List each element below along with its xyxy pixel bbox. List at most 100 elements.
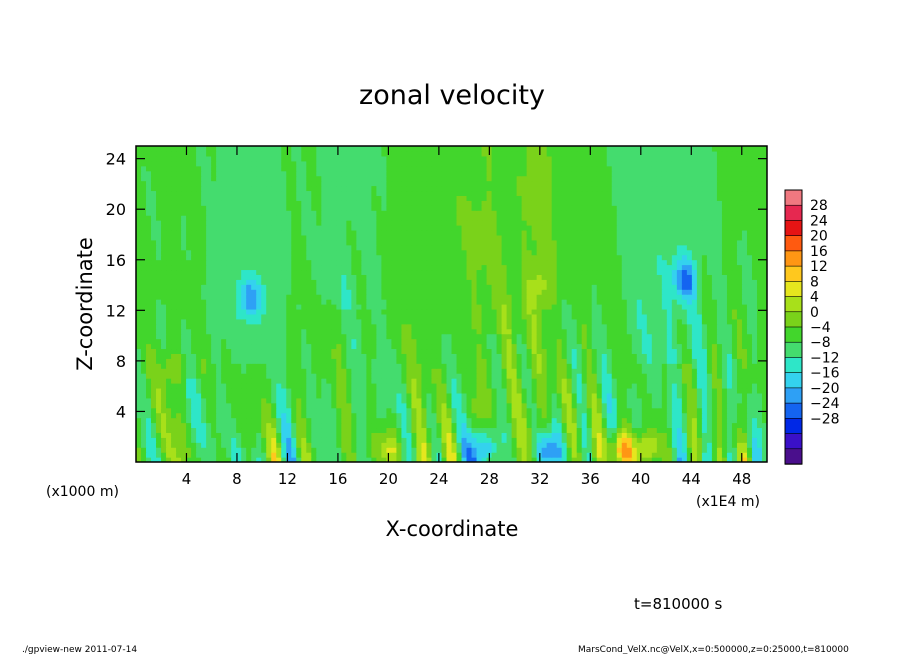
heatmap-cell: [251, 333, 257, 340]
heatmap-cell: [621, 422, 628, 429]
heatmap-cell: [196, 397, 202, 404]
heatmap-cell: [146, 432, 152, 438]
heatmap-cell: [321, 328, 327, 335]
heatmap-cell: [686, 447, 693, 453]
heatmap-cell: [381, 279, 387, 285]
heatmap-cell: [301, 338, 307, 345]
heatmap-cell: [176, 313, 182, 320]
heatmap-cell: [196, 358, 202, 364]
heatmap-cell: [656, 274, 663, 280]
heatmap-cell: [576, 407, 583, 414]
heatmap-cell: [326, 412, 332, 419]
heatmap-cell: [506, 289, 513, 295]
heatmap-cell: [631, 387, 638, 394]
heatmap-cell: [151, 269, 157, 275]
heatmap-cell: [366, 437, 372, 443]
heatmap-cell: [506, 299, 513, 305]
heatmap-cell: [356, 412, 362, 419]
heatmap-cell: [601, 294, 608, 300]
heatmap-cell: [461, 442, 468, 448]
heatmap-cell: [606, 304, 613, 310]
heatmap-cell: [416, 422, 423, 429]
heatmap-cell: [696, 333, 703, 340]
heatmap-cell: [536, 363, 543, 369]
heatmap-cell: [331, 368, 337, 374]
heatmap-cell: [331, 308, 337, 315]
heatmap-cell: [191, 313, 197, 320]
heatmap-cell: [686, 343, 693, 350]
heatmap-cell: [556, 304, 563, 310]
heatmap-cell: [666, 304, 673, 310]
heatmap-cell: [281, 407, 287, 414]
heatmap-cell: [491, 328, 498, 335]
heatmap-cell: [491, 338, 498, 345]
heatmap-cell: [676, 392, 683, 399]
heatmap-cell: [761, 432, 767, 438]
heatmap-cell: [536, 373, 543, 379]
heatmap-cell: [581, 452, 588, 458]
heatmap-cell: [741, 368, 748, 374]
heatmap-cell: [536, 432, 543, 438]
heatmap-cell: [641, 387, 648, 394]
heatmap-cell: [216, 333, 222, 340]
heatmap-cell: [496, 373, 503, 379]
heatmap-cell: [371, 353, 377, 359]
heatmap-cell: [681, 328, 688, 335]
heatmap-cell: [171, 353, 177, 359]
heatmap-cell: [586, 274, 593, 280]
heatmap-cell: [251, 264, 257, 271]
heatmap-cell: [536, 338, 543, 345]
heatmap-cell: [471, 308, 478, 315]
heatmap-cell: [336, 422, 342, 429]
heatmap-cell: [546, 333, 553, 340]
heatmap-cell: [746, 378, 753, 384]
heatmap-cell: [751, 383, 758, 389]
heatmap-cell: [196, 338, 202, 345]
heatmap-cell: [191, 264, 197, 271]
heatmap-cell: [181, 264, 187, 271]
heatmap-cell: [466, 353, 473, 359]
heatmap-cell: [696, 269, 703, 275]
heatmap-cell: [316, 358, 322, 364]
heatmap-cell: [691, 392, 698, 399]
heatmap-cell: [161, 432, 167, 438]
heatmap-cell: [171, 412, 177, 419]
heatmap-cell: [536, 328, 543, 335]
heatmap-cell: [601, 308, 608, 315]
heatmap-cell: [231, 402, 237, 409]
heatmap-cell: [176, 328, 182, 335]
heatmap-cell: [601, 299, 608, 305]
heatmap-cell: [656, 284, 663, 290]
heatmap-cell: [276, 289, 282, 295]
heatmap-cell: [626, 318, 633, 325]
heatmap-cell: [136, 264, 142, 271]
heatmap-cell: [756, 274, 763, 280]
heatmap-cell: [626, 387, 633, 394]
heatmap-cell: [136, 387, 142, 394]
heatmap-cell: [481, 323, 488, 330]
heatmap-cell: [306, 373, 312, 379]
heatmap-cell: [436, 447, 443, 453]
heatmap-cell: [331, 452, 337, 458]
heatmap-cell: [476, 308, 483, 315]
heatmap-cell: [566, 397, 573, 404]
heatmap-cell: [226, 328, 232, 335]
heatmap-cell: [711, 368, 718, 374]
heatmap-cell: [431, 269, 438, 275]
heatmap-cell: [526, 407, 533, 414]
heatmap-cell: [746, 308, 753, 315]
heatmap-cell: [341, 373, 347, 379]
heatmap-cell: [576, 368, 583, 374]
heatmap-cell: [286, 269, 292, 275]
heatmap-cell: [296, 343, 302, 350]
heatmap-cell: [221, 304, 227, 310]
heatmap-cell: [541, 417, 548, 424]
heatmap-cell: [251, 269, 257, 275]
heatmap-cell: [466, 442, 473, 448]
heatmap-cell: [426, 457, 433, 462]
heatmap-cell: [266, 279, 272, 285]
heatmap-cell: [756, 457, 763, 462]
heatmap-cell: [316, 304, 322, 310]
heatmap-cell: [741, 269, 748, 275]
heatmap-cell: [331, 299, 337, 305]
